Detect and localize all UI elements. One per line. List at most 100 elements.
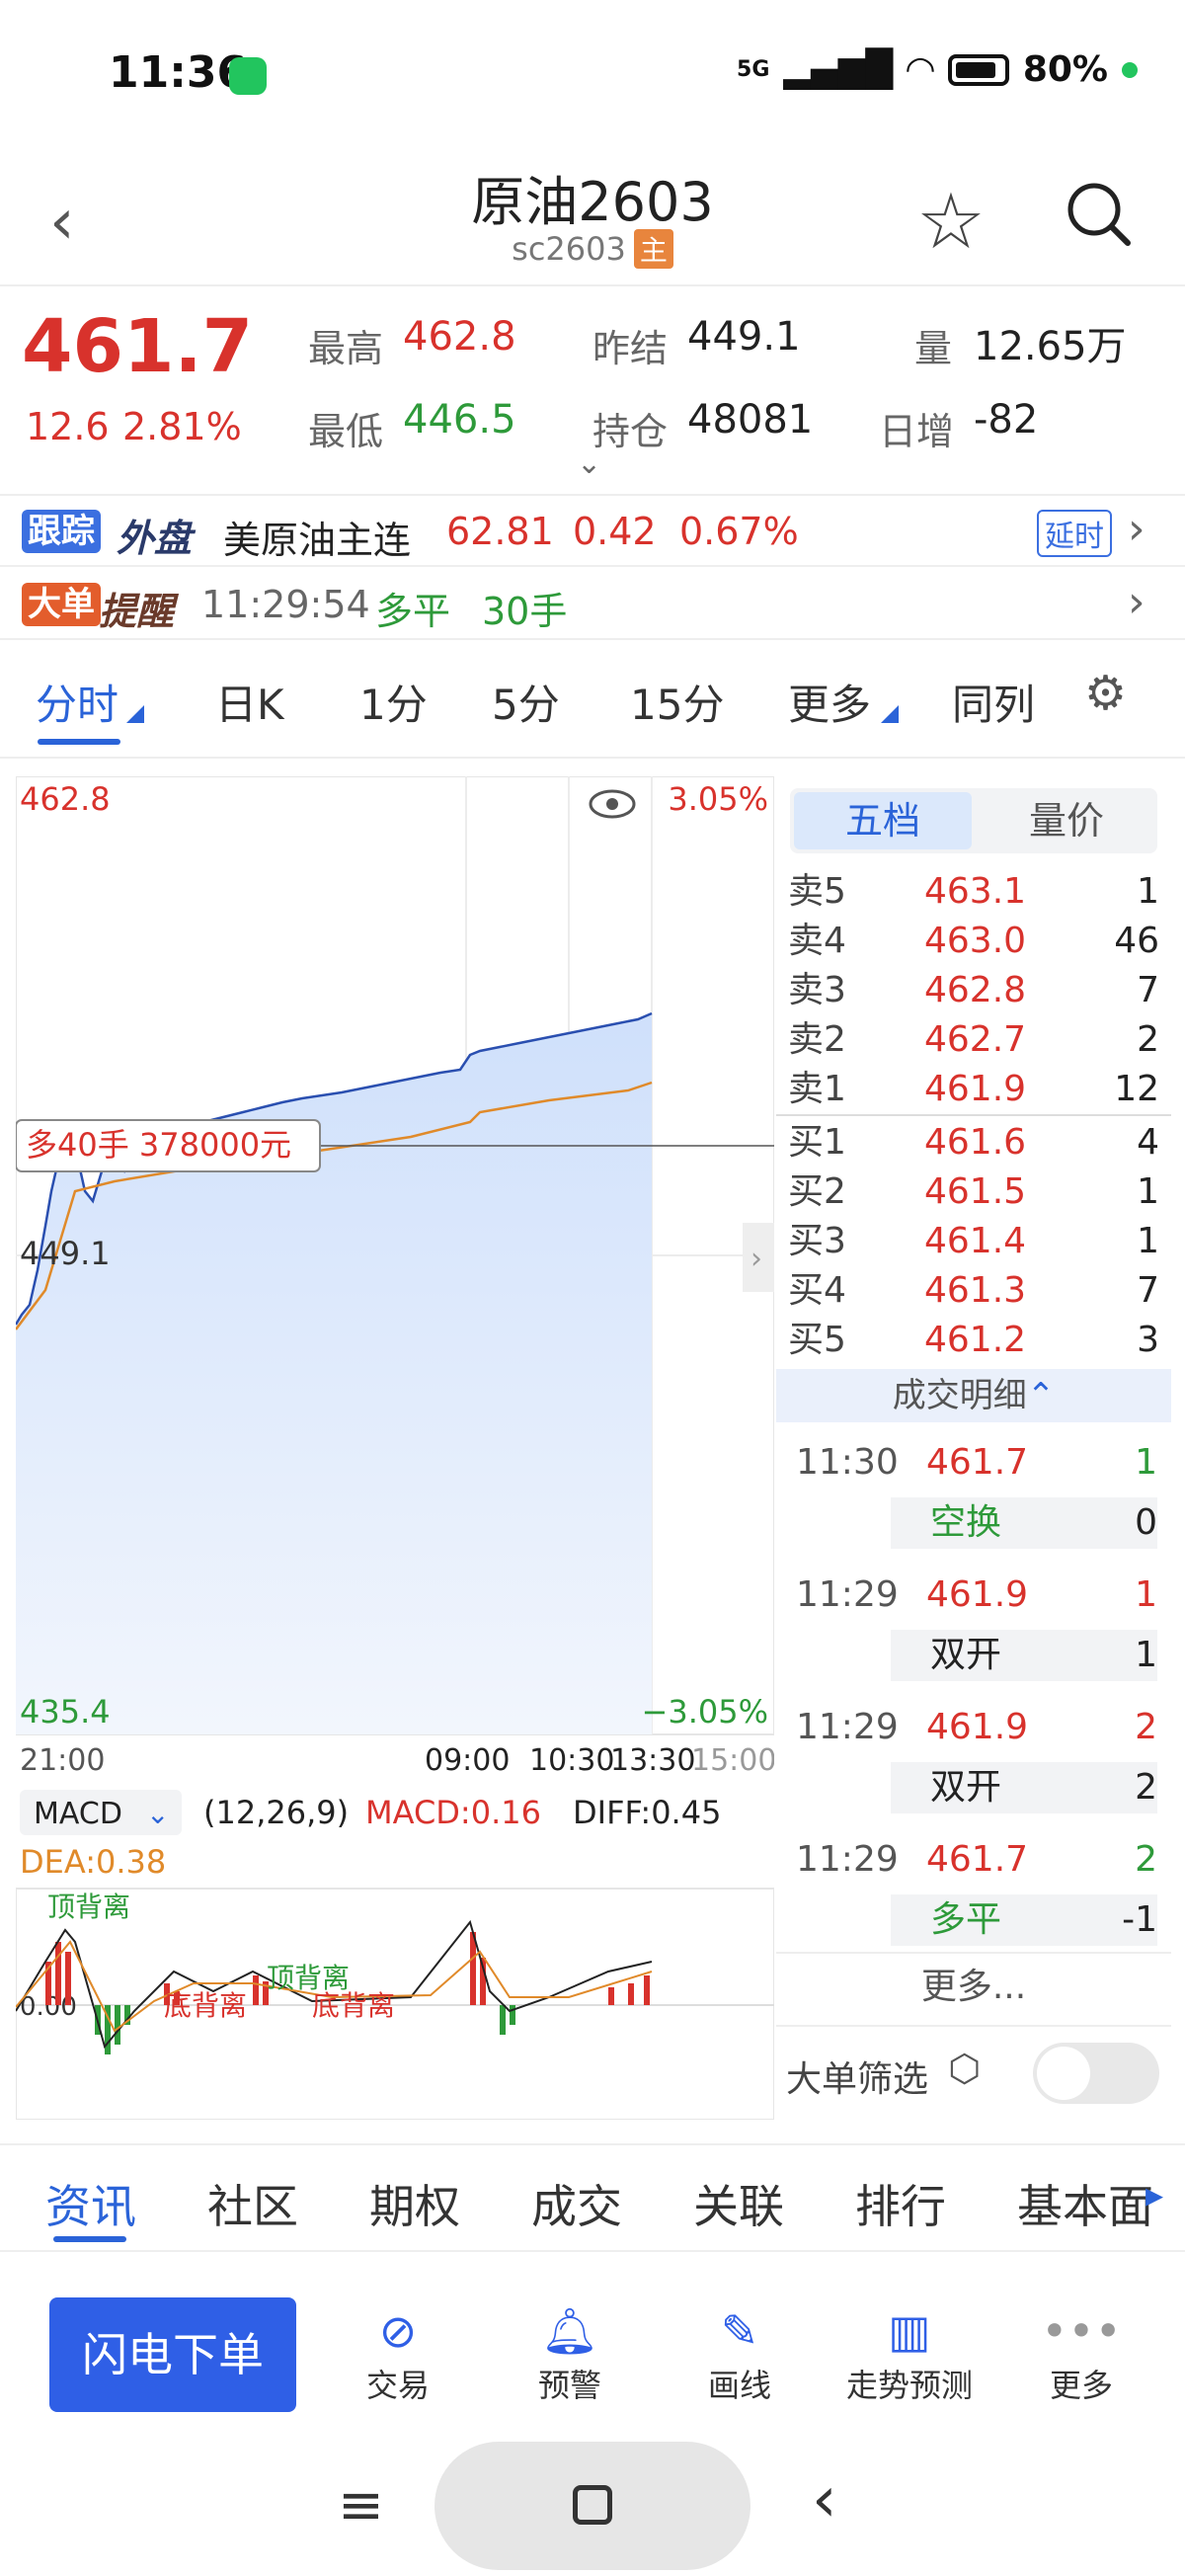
ask-level-name: 卖1 xyxy=(788,1069,846,1109)
outer-price: 62.81 xyxy=(446,510,554,553)
trade-kind: 双开 xyxy=(891,1630,1157,1681)
bid-level-row[interactable]: 买2 461.5 1 xyxy=(776,1167,1171,1217)
tab-ranking[interactable]: 排行 xyxy=(855,2180,946,2233)
big-order-filter-toggle[interactable] xyxy=(1033,2043,1159,2104)
ask-level-row[interactable]: 卖3 462.8 7 xyxy=(776,966,1171,1015)
draw-line-button[interactable]: ✎ 画线 xyxy=(656,2301,824,2406)
scroll-right-icon[interactable]: ▸ xyxy=(1146,2175,1164,2215)
contract-code: sc2603 主 xyxy=(0,229,1185,269)
big-order-bubble[interactable] xyxy=(16,1119,321,1172)
tab-more[interactable]: 更多 xyxy=(788,681,872,729)
chevron-right-icon: › xyxy=(1128,504,1146,554)
divergence-top-2: 顶背离 xyxy=(267,1962,350,1994)
trend-forecast-label: 走势预测 xyxy=(845,2367,973,2404)
ask-level-row[interactable]: 卖5 463.1 1 xyxy=(776,867,1171,917)
ask-level-name: 卖3 xyxy=(788,970,846,1010)
bid-level-row[interactable]: 买4 461.3 7 xyxy=(776,1266,1171,1316)
home-icon xyxy=(573,2485,612,2525)
bid-level-name: 买2 xyxy=(788,1171,846,1212)
tab-15min[interactable]: 15分 xyxy=(630,681,725,729)
tab-news[interactable]: 资讯 xyxy=(45,2180,136,2233)
chevron-right-icon: › xyxy=(750,1242,762,1276)
intraday-chart[interactable]: 多40手 378000元 462.8 449.1 435.4 3.05% −3.… xyxy=(16,776,774,2120)
trade-kind: 双开 xyxy=(891,1762,1157,1813)
filter-settings-icon[interactable]: ⬡ xyxy=(948,2047,982,2090)
alert-button[interactable]: 🔔︎ 预警 xyxy=(486,2301,654,2406)
favorite-star-icon[interactable]: ☆ xyxy=(916,178,986,267)
tab-fundamentals[interactable]: 基本面 xyxy=(1017,2180,1153,2233)
tab-options[interactable]: 期权 xyxy=(369,2180,460,2233)
tab-1min[interactable]: 1分 xyxy=(359,681,428,729)
macd-selector[interactable] xyxy=(20,1790,182,1835)
main-contract-tag: 主 xyxy=(633,229,673,269)
bid-level-row[interactable]: 买5 461.2 3 xyxy=(776,1316,1171,1365)
bid-level-name: 买4 xyxy=(788,1270,846,1311)
tab-5min[interactable]: 5分 xyxy=(492,681,560,729)
settings-gear-icon[interactable]: ⚙ xyxy=(1084,666,1128,721)
ask-volume: 46 xyxy=(1114,921,1159,961)
x-axis-label: 09:00 xyxy=(425,1743,510,1778)
bid-level-row[interactable]: 买1 461.6 4 xyxy=(776,1118,1171,1167)
back-nav-icon[interactable]: ‹ xyxy=(812,2463,837,2536)
expand-chevron-icon[interactable]: ⌄ xyxy=(577,446,602,481)
remind-badge: 提醒 xyxy=(99,590,175,633)
bell-icon: 🔔︎ xyxy=(540,2304,599,2358)
volume-label: 量 xyxy=(914,327,953,370)
tab-daily-k[interactable]: 日K xyxy=(215,681,284,729)
bid-price: 461.4 xyxy=(924,1221,1027,1261)
period-tabs: 分时 日K 1分 5分 15分 更多 同列 ⚙ xyxy=(0,640,1185,759)
trade-kind-volume: 2 xyxy=(1135,1767,1157,1808)
tab-community[interactable]: 社区 xyxy=(207,2180,298,2233)
outer-contract-name: 美原油主连 xyxy=(223,519,412,562)
x-axis-label: 13:30 xyxy=(610,1743,695,1778)
high-label: 最高 xyxy=(308,327,384,370)
tab-volume-price[interactable]: 量价 xyxy=(1028,799,1104,843)
page-title: 原油2603 xyxy=(471,171,714,233)
more-dots-icon: ••• xyxy=(1041,2304,1122,2358)
tab-timeshare[interactable]: 分时 xyxy=(36,681,119,729)
trade-detail-header[interactable]: 成交明细⌃ xyxy=(776,1369,1171,1422)
ask-price: 463.0 xyxy=(924,921,1027,961)
tab-five-levels[interactable]: 五档 xyxy=(794,792,972,849)
big-order-bubble-text: 多40手 378000元 xyxy=(26,1126,291,1164)
search-icon[interactable] xyxy=(1066,182,1132,247)
more-label: 更多 xyxy=(1049,2367,1113,2404)
book-divider xyxy=(776,1114,1171,1116)
ask-price: 462.8 xyxy=(924,970,1027,1010)
tab-related[interactable]: 关联 xyxy=(693,2180,784,2233)
outer-market-row[interactable]: 跟踪 外盘 美原油主连 62.81 0.42 0.67% 延时 › xyxy=(0,496,1185,567)
tab-deals[interactable]: 成交 xyxy=(531,2180,622,2233)
diff-value: DIFF:0.45 xyxy=(573,1794,721,1831)
side-panel-toggle[interactable] xyxy=(743,1223,774,1292)
header: ‹ 原油2603 sc2603 主 ☆ xyxy=(0,148,1185,286)
big-order-row[interactable]: 大单 提醒 11:29:54 多平 30手 › xyxy=(0,569,1185,640)
macd-label: MACD xyxy=(34,1797,122,1831)
trade-volume: 2 xyxy=(1135,1839,1157,1880)
ask-level-row[interactable]: 卖2 462.7 2 xyxy=(776,1015,1171,1065)
ask-price: 463.1 xyxy=(924,871,1027,912)
trend-forecast-button[interactable]: ▥ 走势预测 xyxy=(826,2301,993,2406)
tab-same-column[interactable]: 同列 xyxy=(952,681,1036,729)
trade-kind-volume: -1 xyxy=(1122,1899,1157,1940)
home-pill-button[interactable] xyxy=(434,2442,750,2570)
big-order-qty: 30手 xyxy=(482,590,568,633)
more-trades-link[interactable]: 更多... xyxy=(920,1967,1027,2007)
open-interest-label: 持仓 xyxy=(592,410,669,453)
flash-order-button[interactable]: 闪电下单 xyxy=(49,2297,296,2412)
last-price: 461.7 xyxy=(22,304,254,389)
menu-icon[interactable]: ≡ xyxy=(338,2473,384,2537)
ask-level-row[interactable]: 卖4 463.0 46 xyxy=(776,917,1171,966)
battery-dot-icon xyxy=(1122,61,1138,78)
more-button[interactable]: ••• 更多 xyxy=(997,2301,1165,2406)
x-axis-label: 15:00 xyxy=(691,1743,774,1778)
macd-value: MACD:0.16 xyxy=(365,1794,541,1831)
battery-icon xyxy=(947,53,1009,86)
signal-icon: ▂▄▆█ xyxy=(783,49,894,90)
bid-level-row[interactable]: 买3 461.4 1 xyxy=(776,1217,1171,1266)
ask-level-row[interactable]: 卖1 461.9 12 xyxy=(776,1065,1171,1114)
clock: 11:36 xyxy=(109,47,248,98)
eye-icon[interactable] xyxy=(589,789,636,819)
trade-button[interactable]: ⊘ 交易 xyxy=(314,2301,482,2406)
draw-line-label: 画线 xyxy=(707,2367,771,2404)
back-icon[interactable]: ‹ xyxy=(49,186,75,259)
